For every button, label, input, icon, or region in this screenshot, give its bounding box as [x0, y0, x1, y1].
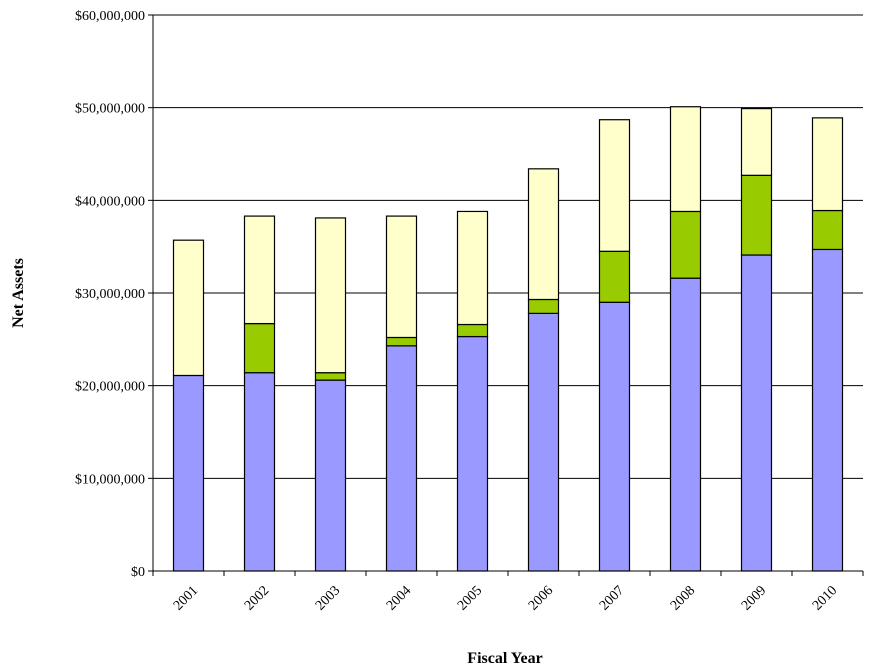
bar-segment-2	[243, 322, 276, 374]
bar-segment-1	[456, 335, 489, 572]
x-tick-label: 2005	[455, 583, 485, 613]
x-axis-title: Fiscal Year	[467, 650, 542, 667]
x-tick-label: 2001	[171, 583, 201, 613]
x-tick-label: 2008	[668, 583, 698, 613]
bar-segment-1	[811, 248, 844, 572]
bar-segment-2	[527, 298, 560, 314]
y-tick-label: $40,000,000	[75, 194, 145, 209]
x-tick-labels: 2001 2002 2003 2004 2005 2006 2007 2008 2009 2010	[171, 583, 840, 613]
y-tick-label: $50,000,000	[75, 102, 145, 117]
bar-segment-1	[598, 301, 631, 572]
y-tick-label: $60,000,000	[75, 9, 145, 24]
bar-segment-1	[314, 379, 347, 572]
bar-segment-2	[811, 209, 844, 251]
bar-segment-3	[740, 107, 773, 176]
bar-segment-3	[811, 117, 844, 212]
bar-segment-3	[385, 215, 418, 339]
bar-segment-3	[172, 239, 205, 377]
y-tick-label: $0	[131, 565, 145, 580]
bar-segment-3	[598, 119, 631, 252]
bar-segment-2	[456, 323, 489, 338]
bar-segment-1	[243, 372, 276, 572]
bar-segment-2	[740, 174, 773, 256]
bar-segment-3	[456, 210, 489, 326]
bar-segment-1	[740, 254, 773, 572]
y-tick-label: $10,000,000	[75, 472, 145, 487]
bar-segment-1	[669, 277, 702, 572]
bar-stacks	[172, 106, 844, 572]
y-tick-label: $20,000,000	[75, 380, 145, 395]
x-tick-label: 2003	[313, 583, 343, 613]
bar-segment-3	[314, 217, 347, 374]
x-tick-label: 2010	[810, 583, 840, 613]
y-axis-title: Net Assets	[10, 258, 27, 328]
bar-segment-3	[669, 106, 702, 213]
y-tick-labels: $0 $10,000,000 $20,000,000 $30,000,000 $40,0…	[75, 9, 145, 580]
bar-segment-1	[172, 374, 205, 572]
y-tick-label: $30,000,000	[75, 287, 145, 302]
bar-segment-3	[527, 168, 560, 301]
x-tick-label: 2007	[597, 583, 627, 613]
bar-segment-1	[527, 312, 560, 572]
bar-segment-1	[385, 345, 418, 572]
bar-segment-2	[598, 250, 631, 303]
axes	[152, 15, 864, 576]
bar-segment-2	[314, 372, 347, 381]
x-tick-label: 2009	[739, 583, 769, 613]
bar-segment-2	[669, 210, 702, 279]
bar-segment-2	[385, 336, 418, 347]
x-tick-label: 2002	[242, 583, 272, 613]
x-tick-label: 2004	[384, 583, 414, 613]
bar-segment-3	[243, 215, 276, 325]
x-tick-label: 2006	[526, 583, 556, 613]
